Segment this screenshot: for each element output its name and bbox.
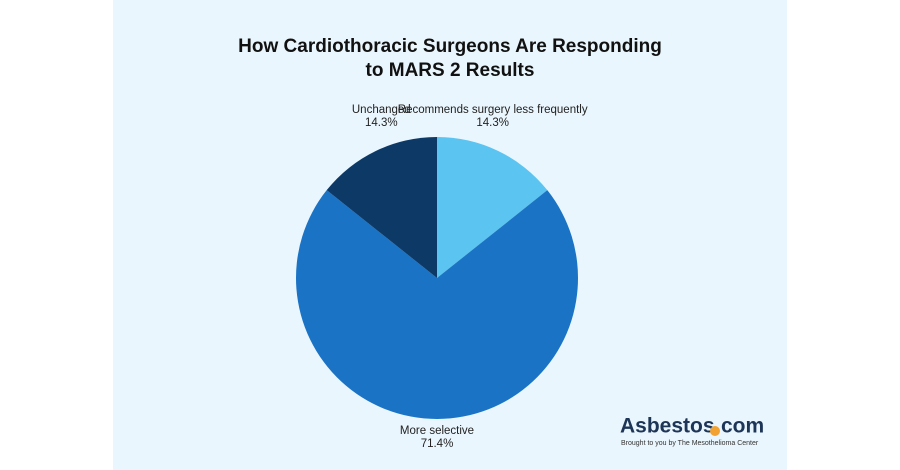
pie-slice — [326, 137, 437, 278]
slice-value: 14.3% — [476, 117, 509, 129]
slice-label: Unchanged — [352, 104, 411, 116]
logo-tagline: Brought to you by The Mesothelioma Cente… — [621, 440, 759, 447]
chart-title: How Cardiothoracic Surgeons Are Respondi… — [238, 36, 662, 57]
logo-brand: Asbestos — [620, 415, 715, 438]
slice-label: Recommends surgery less frequently — [398, 104, 588, 116]
pie-slice — [295, 190, 578, 419]
logo: Asbestos com Brought to you by The Mesot… — [620, 415, 764, 447]
slice-value: 71.4% — [421, 438, 454, 450]
logo-suffix: com — [721, 415, 764, 438]
slice-label: More selective — [400, 425, 474, 437]
pie-slice — [437, 137, 548, 278]
chart-title: to MARS 2 Results — [366, 60, 535, 81]
slice-value: 14.3% — [365, 117, 398, 129]
logo-icon — [710, 426, 720, 436]
